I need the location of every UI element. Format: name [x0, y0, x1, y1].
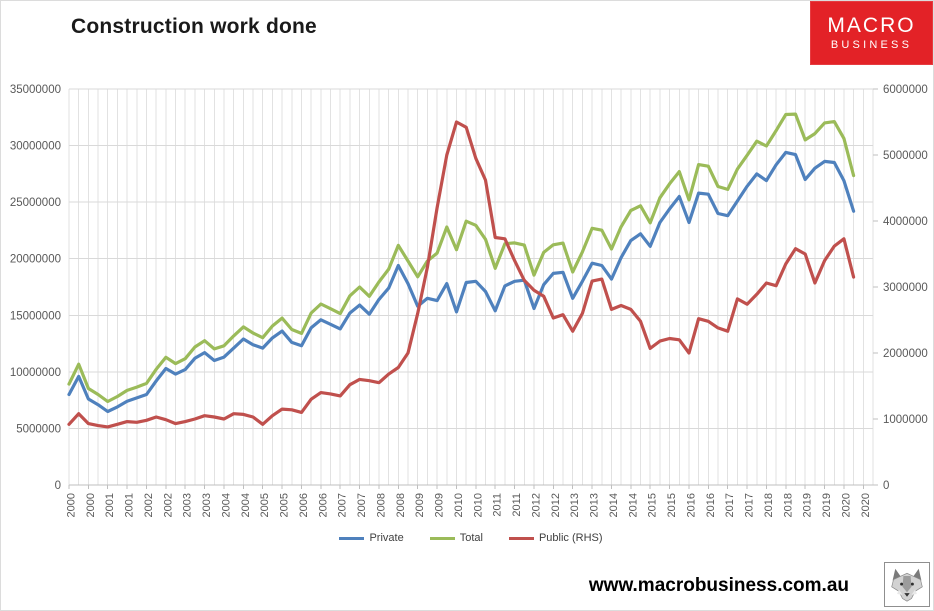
svg-text:2013: 2013 [589, 493, 601, 517]
svg-text:2016: 2016 [685, 493, 697, 517]
svg-text:2019: 2019 [821, 493, 833, 517]
svg-text:2002: 2002 [162, 493, 174, 517]
chart-legend: Private Total Public (RHS) [69, 532, 873, 544]
legend-item-public: Public (RHS) [508, 532, 603, 544]
svg-text:2011: 2011 [511, 493, 523, 517]
svg-text:6000000: 6000000 [883, 84, 928, 96]
svg-text:2007: 2007 [337, 493, 349, 517]
svg-text:2001: 2001 [104, 493, 116, 517]
svg-text:2012: 2012 [550, 493, 562, 517]
svg-text:2010: 2010 [472, 493, 484, 517]
svg-text:2008: 2008 [395, 493, 407, 517]
svg-text:2014: 2014 [608, 493, 620, 517]
logo-text-business: BUSINESS [830, 39, 913, 52]
svg-text:1000000: 1000000 [883, 414, 928, 426]
svg-text:2009: 2009 [434, 493, 446, 517]
legend-line-public-icon [508, 536, 534, 540]
svg-text:2006: 2006 [298, 493, 310, 517]
chart-title: Construction work done [71, 15, 317, 38]
svg-text:15000000: 15000000 [10, 310, 61, 322]
svg-text:2000000: 2000000 [883, 348, 928, 360]
svg-text:2002: 2002 [143, 493, 155, 517]
wolf-logo [884, 562, 930, 607]
svg-text:2017: 2017 [724, 493, 736, 517]
svg-text:2008: 2008 [375, 493, 387, 517]
svg-text:2006: 2006 [317, 493, 329, 517]
svg-text:2020: 2020 [840, 493, 852, 517]
svg-text:35000000: 35000000 [10, 84, 61, 96]
legend-label-total: Total [459, 532, 483, 544]
legend-label-public: Public (RHS) [538, 532, 603, 544]
svg-text:30000000: 30000000 [10, 141, 61, 153]
svg-text:2009: 2009 [414, 493, 426, 517]
svg-text:2011: 2011 [492, 493, 504, 517]
svg-text:10000000: 10000000 [10, 367, 61, 379]
svg-text:20000000: 20000000 [10, 254, 61, 266]
legend-line-total-icon [429, 536, 455, 540]
svg-text:2018: 2018 [782, 493, 794, 517]
svg-text:2000: 2000 [66, 493, 78, 517]
svg-text:2015: 2015 [647, 493, 659, 517]
svg-text:5000000: 5000000 [883, 150, 928, 162]
svg-text:5000000: 5000000 [16, 423, 61, 435]
svg-text:2007: 2007 [356, 493, 368, 517]
svg-text:2018: 2018 [763, 493, 775, 517]
svg-text:2005: 2005 [279, 493, 291, 517]
svg-text:0: 0 [55, 480, 61, 492]
svg-text:2005: 2005 [259, 493, 271, 517]
legend-item-private: Private [339, 532, 404, 544]
svg-text:2020: 2020 [860, 493, 872, 517]
logo-text-macro: MACRO [827, 13, 916, 37]
svg-text:2001: 2001 [124, 493, 136, 517]
svg-text:2003: 2003 [182, 493, 194, 517]
svg-text:2015: 2015 [666, 493, 678, 517]
svg-text:0: 0 [883, 480, 889, 492]
footer-url: www.macrobusiness.com.au [588, 575, 849, 596]
svg-text:2017: 2017 [744, 493, 756, 517]
svg-text:4000000: 4000000 [883, 216, 928, 228]
svg-text:2003: 2003 [201, 493, 213, 517]
svg-text:2019: 2019 [802, 493, 814, 517]
svg-text:2012: 2012 [530, 493, 542, 517]
svg-text:25000000: 25000000 [10, 197, 61, 209]
svg-text:2004: 2004 [220, 493, 232, 517]
legend-line-private-icon [339, 536, 365, 540]
svg-text:2014: 2014 [627, 493, 639, 517]
svg-text:2016: 2016 [705, 493, 717, 517]
legend-label-private: Private [369, 532, 404, 544]
svg-text:2004: 2004 [240, 493, 252, 517]
svg-text:2000: 2000 [85, 493, 97, 517]
svg-text:2010: 2010 [453, 493, 465, 517]
wolf-icon [891, 568, 923, 602]
macrobusiness-logo: MACRO BUSINESS [810, 1, 933, 65]
svg-text:3000000: 3000000 [883, 282, 928, 294]
legend-item-total: Total [429, 532, 483, 544]
svg-text:2013: 2013 [569, 493, 581, 517]
chart-canvas: 0500000010000000150000002000000025000000… [10, 84, 928, 517]
